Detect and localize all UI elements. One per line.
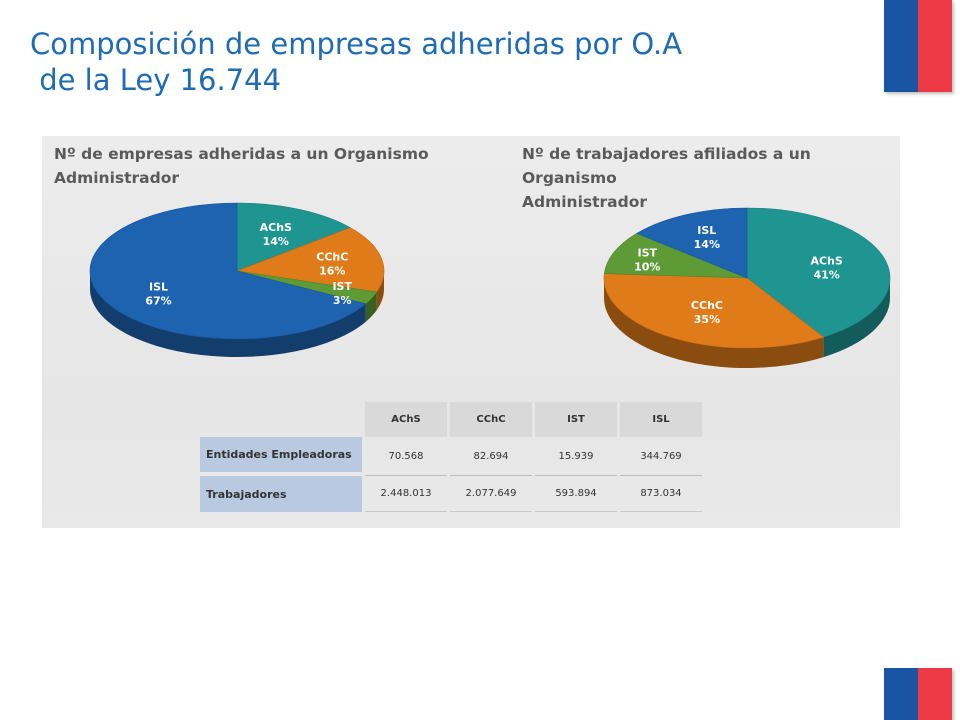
pie-top (603, 207, 891, 349)
flag-blue-stripe (884, 668, 918, 720)
table-header-cchc: CChC (450, 402, 532, 437)
slice-value-label: 14% (694, 238, 720, 251)
table-cell: 70.568 (365, 437, 447, 476)
pie-depth (604, 278, 890, 368)
slice-value-label: 41% (813, 269, 839, 282)
slice-name-label: CChC (691, 299, 723, 312)
pie-slice-isl (89, 202, 367, 340)
slice-value-label: 35% (694, 313, 720, 326)
table-row-label: Entidades Empleadoras (200, 437, 362, 476)
table-row: Entidades Empleadoras 70.568 82.694 15.9… (200, 437, 702, 476)
pie-slice-achs (746, 207, 891, 338)
pie-top (89, 202, 385, 340)
flag-red-stripe (918, 668, 952, 720)
slice-value-label: 14% (263, 235, 289, 248)
flag-logo-bottom (884, 668, 952, 720)
table-cell: 15.939 (535, 437, 617, 476)
flag-blue-stripe (884, 0, 918, 92)
table-cell: 82.694 (450, 437, 532, 476)
table-row-label: Trabajadores (200, 476, 362, 512)
slide-title-line-2: de la Ley 16.744 (30, 63, 282, 97)
slice-name-label: AChS (810, 255, 842, 268)
chart-panel: Nº de empresas adheridas a un Organismo … (42, 136, 900, 528)
pie-slice-isl (636, 207, 748, 279)
flag-red-stripe (918, 0, 952, 92)
table-corner-cell (200, 402, 362, 437)
table-header-achs: AChS (365, 402, 447, 437)
slide-title: Composición de empresas adheridas por O.… (30, 26, 682, 98)
pie-slice-cchc (603, 273, 825, 349)
slice-name-label: ISL (149, 280, 168, 293)
pie-slice-side-cchc (376, 271, 384, 311)
table-header-ist: IST (535, 402, 617, 437)
pie-slice-side-ist (365, 292, 377, 322)
slice-value-label: 16% (319, 265, 345, 278)
pie-slice-ist (603, 233, 748, 279)
slice-name-label: IST (638, 247, 658, 260)
pie-slice-achs (236, 202, 351, 272)
pie-slice-side-cchc (604, 278, 824, 368)
slice-value-label: 3% (333, 294, 352, 307)
slice-name-label: ISL (697, 224, 716, 237)
slide-title-line-1: Composición de empresas adheridas por O.… (30, 27, 683, 61)
flag-logo-top (884, 0, 952, 92)
table-cell: 2.448.013 (365, 476, 447, 512)
pie-slice-cchc (235, 227, 385, 293)
table-cell: 873.034 (620, 476, 702, 512)
table-cell: 344.769 (620, 437, 702, 476)
table-row: Trabajadores 2.448.013 2.077.649 593.894… (200, 476, 702, 512)
table-cell: 593.894 (535, 476, 617, 512)
slice-value-label: 10% (634, 261, 660, 274)
pie-slice-side-isl (90, 271, 366, 357)
slice-name-label: IST (332, 280, 352, 293)
table-header-isl: ISL (620, 402, 702, 437)
chart-title-trabajadores: Nº de trabajadores afiliados a un Organi… (522, 145, 811, 211)
slice-name-label: AChS (260, 221, 292, 234)
table-header-row: AChS CChC IST ISL (200, 402, 702, 437)
table-cell: 2.077.649 (450, 476, 532, 512)
slice-name-label: CChC (316, 251, 348, 264)
slice-value-label: 67% (145, 294, 171, 307)
pie-slice-side-achs (823, 278, 890, 358)
data-table: AChS CChC IST ISL Entidades Empleadoras … (197, 402, 705, 512)
pie-depth (90, 271, 384, 357)
chart-title-empresas: Nº de empresas adheridas a un Organismo … (54, 145, 429, 187)
